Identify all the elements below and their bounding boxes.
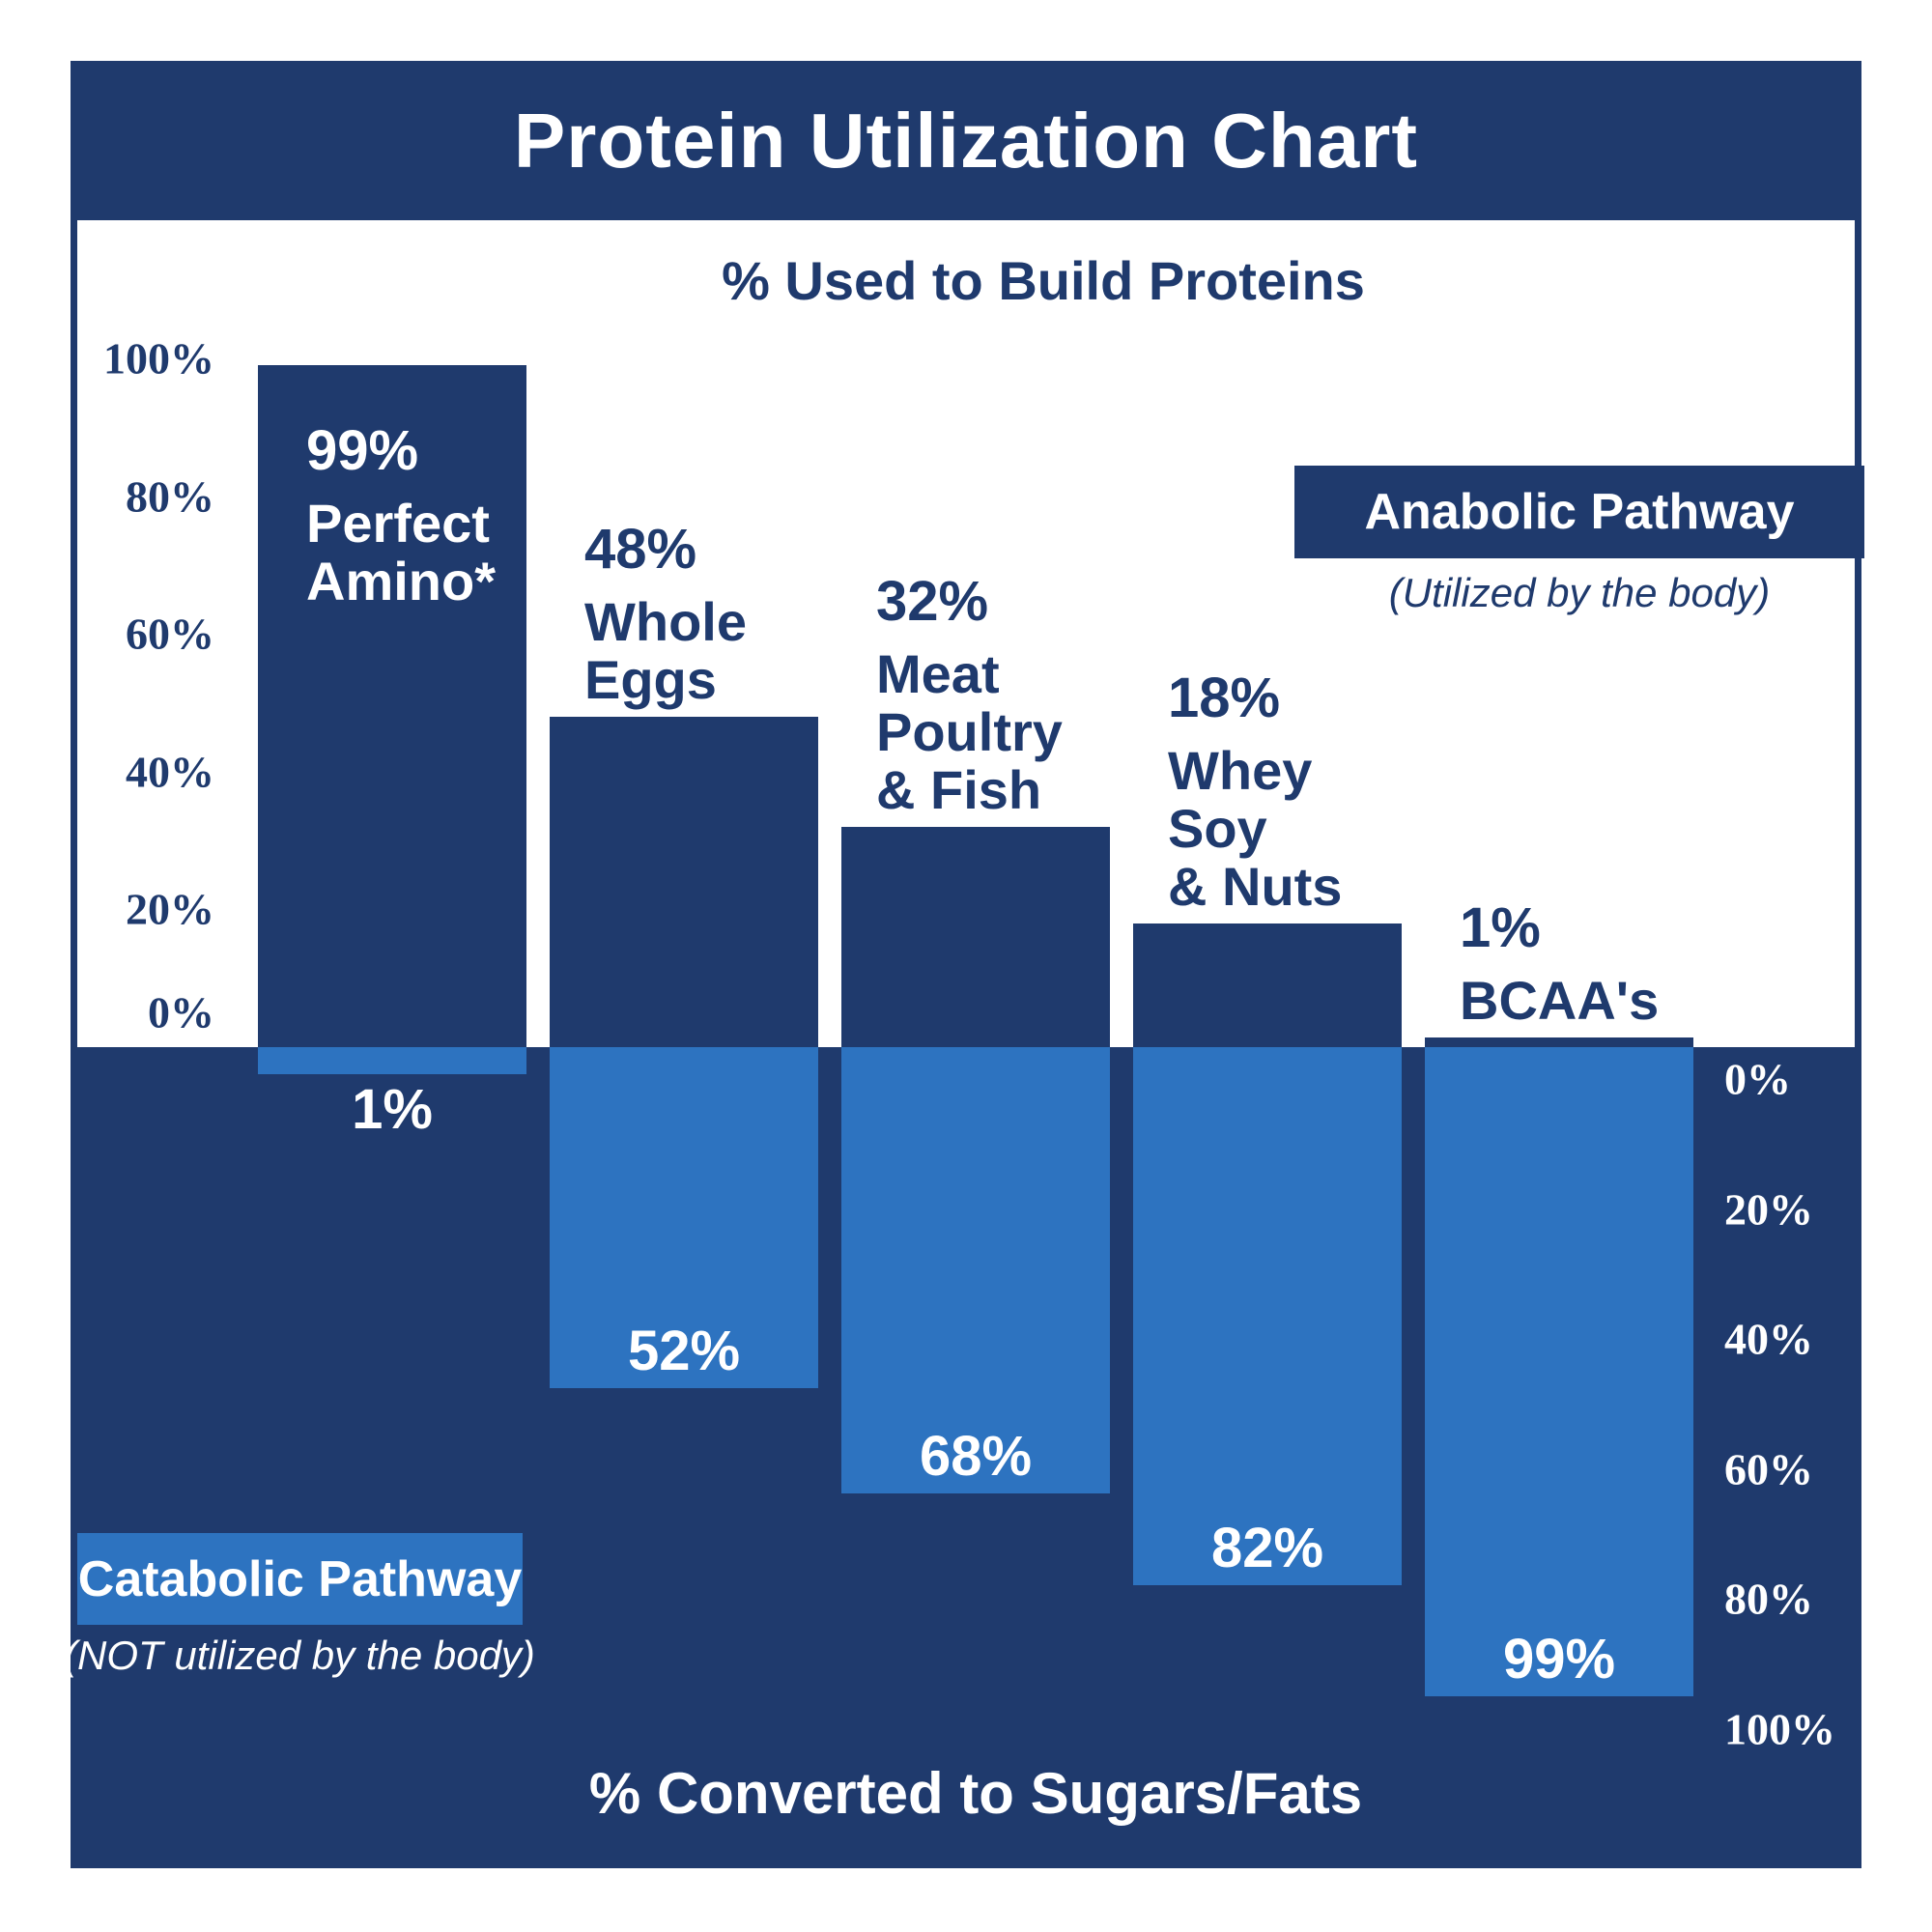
left-axis-tick-20: 20% xyxy=(126,884,214,934)
anabolic-bar-bcaas xyxy=(1425,1037,1693,1047)
catabolic-legend-box: Catabolic Pathway xyxy=(77,1533,523,1625)
catabolic-legend-label: Catabolic Pathway xyxy=(77,1550,523,1607)
category-name-line: & Fish xyxy=(876,759,1042,821)
catabolic-value-label: 68% xyxy=(919,1425,1033,1488)
frame-border-right xyxy=(1855,220,1861,1047)
anabolic-bar-perfect-amino xyxy=(258,365,526,1047)
catabolic-value-label: 99% xyxy=(1502,1628,1616,1690)
catabolic-value-label: 52% xyxy=(627,1320,741,1382)
catabolic-bar-whey-soy-nuts xyxy=(1133,1047,1402,1585)
bar-group-whole-eggs: 48% Whole Eggs 52% xyxy=(550,0,818,1932)
bar-group-bcaas: 1% BCAA's 99% xyxy=(1425,0,1693,1932)
catabolic-bar-meat-poultry-fish xyxy=(841,1047,1110,1493)
left-axis-tick-80: 80% xyxy=(126,471,214,522)
catabolic-value-label: 82% xyxy=(1210,1517,1324,1579)
bar-label-whey-soy-nuts: 18% Whey Soy & Nuts xyxy=(1168,670,1342,916)
bar-group-meat-poultry-fish: 32% Meat Poultry & Fish 68% xyxy=(841,0,1110,1932)
bar-group-whey-soy-nuts: 18% Whey Soy & Nuts 82% xyxy=(1133,0,1402,1932)
bar-label-bcaas: 1% BCAA's xyxy=(1460,900,1659,1030)
right-axis-tick-20: 20% xyxy=(1724,1184,1813,1235)
bar-label-meat-poultry-fish: 32% Meat Poultry & Fish xyxy=(876,574,1063,819)
category-name-line: BCAA's xyxy=(1460,970,1660,1032)
right-axis-tick-100: 100% xyxy=(1724,1704,1835,1754)
catabolic-value-label: 1% xyxy=(352,1078,433,1141)
category-name-line: Eggs xyxy=(584,649,717,711)
header-banner: Protein Utilization Chart xyxy=(71,61,1861,220)
left-axis-tick-0: 0% xyxy=(148,987,214,1037)
bar-label-perfect-amino: 99% Perfect Amino* xyxy=(306,423,496,611)
anabolic-value-label: 32% xyxy=(876,570,989,634)
category-name-line: Amino* xyxy=(306,550,496,611)
bar-label-whole-eggs: 48% Whole Eggs xyxy=(584,522,747,709)
catabolic-bar-whole-eggs xyxy=(550,1047,818,1388)
anabolic-value-label: 99% xyxy=(306,419,419,482)
anabolic-value-label: 18% xyxy=(1168,667,1281,730)
left-axis-tick-100: 100% xyxy=(103,333,214,384)
bottom-axis-title: % Converted to Sugars/Fats xyxy=(588,1761,1363,1826)
category-name-line: Poultry xyxy=(876,701,1063,763)
catabolic-legend-note: (NOT utilized by the body) xyxy=(64,1633,535,1678)
right-axis-tick-60: 60% xyxy=(1724,1444,1813,1494)
anabolic-bar-whole-eggs xyxy=(550,717,818,1047)
anabolic-bar-meat-poultry-fish xyxy=(841,827,1110,1047)
anabolic-bar-whey-soy-nuts xyxy=(1133,923,1402,1047)
anabolic-value-label: 1% xyxy=(1460,896,1541,960)
left-axis-tick-40: 40% xyxy=(126,747,214,797)
catabolic-bar-perfect-amino xyxy=(258,1047,526,1074)
right-axis-tick-0: 0% xyxy=(1724,1054,1791,1104)
anabolic-legend-box: Anabolic Pathway xyxy=(1294,466,1864,558)
frame-border-left xyxy=(71,220,77,1047)
top-axis-title: % Used to Build Proteins xyxy=(722,250,1365,311)
left-axis-tick-60: 60% xyxy=(126,609,214,659)
right-axis-tick-80: 80% xyxy=(1724,1574,1813,1624)
chart-title: Protein Utilization Chart xyxy=(513,97,1419,184)
category-name-line: Perfect xyxy=(306,493,490,554)
anabolic-legend-label: Anabolic Pathway xyxy=(1364,484,1795,540)
catabolic-bar-bcaas xyxy=(1425,1047,1693,1696)
anabolic-legend-note: (Utilized by the body) xyxy=(1388,570,1771,615)
category-name-line: Whole xyxy=(584,591,747,653)
bar-group-perfect-amino: 99% Perfect Amino* 1% xyxy=(258,0,526,1932)
right-axis-tick-40: 40% xyxy=(1724,1314,1813,1364)
category-name-line: Soy xyxy=(1168,798,1267,860)
category-name-line: & Nuts xyxy=(1168,856,1343,918)
category-name-line: Meat xyxy=(876,643,1000,705)
anabolic-value-label: 48% xyxy=(584,518,697,582)
category-name-line: Whey xyxy=(1168,740,1313,802)
